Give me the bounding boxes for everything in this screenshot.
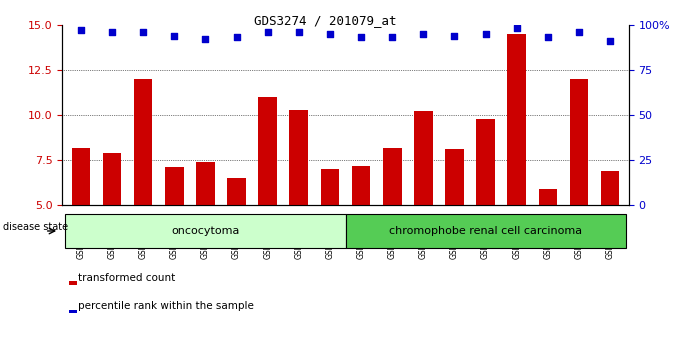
Point	[169, 33, 180, 39]
Bar	[227, 178, 246, 205]
Point	[480, 31, 491, 37]
Bar	[258, 97, 277, 205]
Point	[605, 38, 616, 44]
Text: GDS3274 / 201079_at: GDS3274 / 201079_at	[254, 14, 396, 27]
Point	[356, 35, 367, 40]
Point	[262, 29, 273, 35]
Bar	[414, 112, 433, 205]
Bar	[196, 162, 215, 205]
Bar	[321, 169, 339, 205]
Point	[231, 35, 242, 40]
Text: disease state: disease state	[3, 222, 68, 233]
Text: oncocytoma: oncocytoma	[171, 226, 240, 236]
Point	[293, 29, 304, 35]
Point	[75, 27, 86, 33]
Bar	[600, 171, 619, 205]
Bar	[383, 148, 401, 205]
Point	[138, 29, 149, 35]
Point	[511, 25, 522, 31]
Point	[542, 35, 553, 40]
Point	[106, 29, 117, 35]
Bar	[165, 167, 184, 205]
Point	[200, 36, 211, 42]
Bar	[352, 166, 370, 205]
Bar	[538, 189, 557, 205]
Point	[449, 33, 460, 39]
Bar	[134, 79, 153, 205]
Bar	[445, 149, 464, 205]
Text: chromophobe renal cell carcinoma: chromophobe renal cell carcinoma	[389, 226, 582, 236]
Bar	[72, 148, 91, 205]
Bar	[507, 34, 526, 205]
Point	[324, 31, 335, 37]
Text: transformed count: transformed count	[78, 273, 175, 283]
Bar	[476, 119, 495, 205]
Text: percentile rank within the sample: percentile rank within the sample	[78, 301, 254, 311]
Bar	[103, 153, 122, 205]
FancyBboxPatch shape	[346, 214, 625, 248]
Point	[387, 35, 398, 40]
FancyBboxPatch shape	[66, 214, 346, 248]
Bar	[290, 110, 308, 205]
Bar	[569, 79, 588, 205]
Point	[418, 31, 429, 37]
Point	[574, 29, 585, 35]
